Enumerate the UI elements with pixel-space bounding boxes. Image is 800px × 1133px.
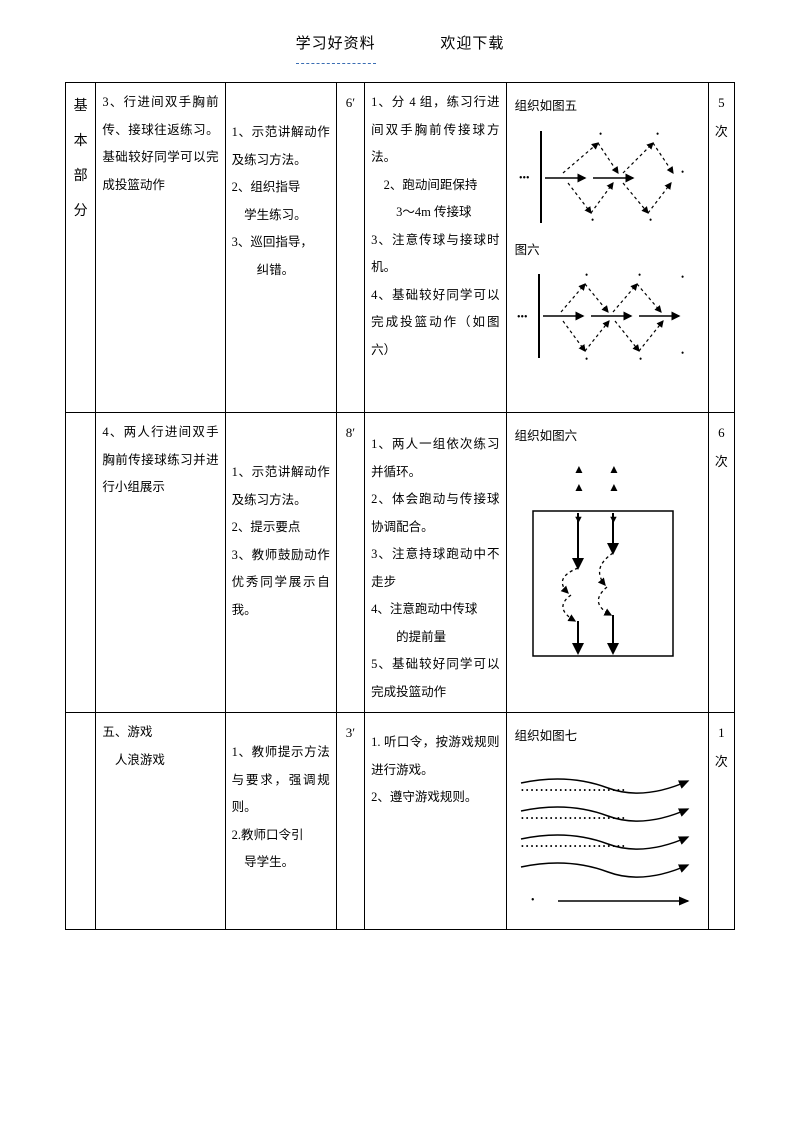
header-left: 学习好资料 [296,28,376,64]
diagram-cell: 组织如图六 ▲ ▲ ▲ ▲ ▼ ▼ [506,413,708,713]
diagram-pair-icon: ▲ ▲ ▲ ▲ ▼ ▼ [513,453,698,673]
svg-text:•: • [599,129,602,139]
svg-text:•: • [681,348,684,358]
svg-text:▼: ▼ [573,514,584,526]
table-row: 4、两人行进间双手胸前传接球练习并进行小组展示 1、示范讲解动作及练习方法。 2… [66,413,735,713]
student-cell: 1、分 4 组，练习行进间双手胸前传接球方法。 2、跑动间距保持 3～4m 传接… [365,83,506,413]
svg-text:•: • [656,129,659,139]
lesson-table: 基 本 部 分 3、行进间双手胸前传、接球往返练习。基础较好同学可以完成投篮动作… [65,82,735,930]
table-row: 五、游戏 人浪游戏 1、教师提示方法与要求，强调规则。 2.教师口令引 导学生。… [66,713,735,930]
svg-text:•: • [639,354,642,364]
time-cell: 3′ [336,713,364,930]
count-cell: 5次 [708,83,734,413]
svg-text:▼: ▼ [608,514,619,526]
svg-text:▲: ▲ [573,462,585,476]
svg-text:▲: ▲ [608,480,620,494]
svg-text:•: • [681,167,684,177]
section-label: 基 本 部 分 [66,83,96,413]
student-cell: 1. 听口令，按游戏规则进行游戏。 2、遵守游戏规则。 [365,713,506,930]
header-right: 欢迎下载 [440,28,504,63]
svg-text:•: • [649,215,652,225]
page-header: 学习好资料 欢迎下载 [0,0,800,82]
svg-text:•••: ••• [519,173,530,184]
svg-text:•: • [638,270,641,280]
count-cell: 1次 [708,713,734,930]
count-cell: 6次 [708,413,734,713]
section-col-empty [66,413,96,713]
section-col-empty [66,713,96,930]
time-cell: 6′ [336,83,364,413]
svg-text:•: • [681,272,684,282]
diagram-five-icon: ••• • • • • • [513,123,698,233]
teacher-cell: 1、示范讲解动作及练习方法。 2、提示要点 3、教师鼓励动作优秀同学展示自我。 [225,413,336,713]
svg-text:• • • • • • • • • • • • • • •: • • • • • • • • • • • • • • • • • • • • … [521,786,625,795]
content-cell: 五、游戏 人浪游戏 [96,713,225,930]
svg-text:• • • • • • • • • • • • • • •: • • • • • • • • • • • • • • • • • • • • … [521,842,625,851]
svg-text:• • • • • • • • • • • • • • •: • • • • • • • • • • • • • • • • • • • • … [521,814,625,823]
content-cell: 3、行进间双手胸前传、接球往返练习。基础较好同学可以完成投篮动作 [96,83,225,413]
diagram-wave-icon: • • • • • • • • • • • • • • • • • • • • … [513,753,698,923]
time-cell: 8′ [336,413,364,713]
svg-text:•: • [591,215,594,225]
svg-text:•: • [531,895,535,906]
content-cell: 4、两人行进间双手胸前传接球练习并进行小组展示 [96,413,225,713]
svg-text:•••: ••• [517,312,528,323]
teacher-cell: 1、教师提示方法与要求，强调规则。 2.教师口令引 导学生。 [225,713,336,930]
teacher-cell: 1、示范讲解动作及练习方法。 2、组织指导 学生练习。 3、巡回指导， 纠错。 [225,83,336,413]
svg-text:▲: ▲ [608,462,620,476]
diagram-cell: 组织如图五 ••• •• • [506,83,708,413]
svg-text:•: • [585,270,588,280]
diagram-six-icon: ••• ••• ••• [513,266,698,366]
svg-text:▲: ▲ [573,480,585,494]
table-row: 基 本 部 分 3、行进间双手胸前传、接球往返练习。基础较好同学可以完成投篮动作… [66,83,735,413]
student-cell: 1、两人一组依次练习并循环。 2、体会跑动与传接球协调配合。 3、注意持球跑动中… [365,413,506,713]
diagram-cell: 组织如图七 • • • • • • • • • • • • • • • • • … [506,713,708,930]
svg-text:•: • [585,354,588,364]
